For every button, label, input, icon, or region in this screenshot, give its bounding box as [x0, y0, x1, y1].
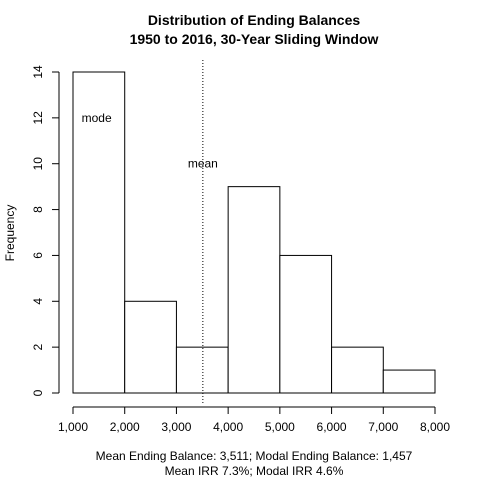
annotations-group: mode mean: [82, 111, 218, 171]
x-tick-label-1000: 1,000: [58, 420, 88, 434]
x-tick-label-3000: 3,000: [161, 420, 191, 434]
histogram-bar-2: [124, 300, 177, 394]
x-tick-label-5000: 5,000: [265, 420, 295, 434]
y-tick-label-12: 12: [31, 111, 45, 125]
y-tick-label-8: 8: [31, 206, 45, 213]
y-tick-label-0: 0: [31, 389, 45, 396]
chart-subtitle-line-1: Mean Ending Balance: 3,511; Modal Ending…: [96, 449, 413, 463]
annotation-mean: mean: [188, 157, 218, 171]
chart-title-line-2: 1950 to 2016, 30-Year Sliding Window: [130, 31, 379, 47]
histogram-bar-3: [175, 346, 229, 394]
y-tick-label-10: 10: [31, 157, 45, 171]
x-tick-label-6000: 6,000: [317, 420, 347, 434]
histogram-bar-1: [72, 71, 126, 394]
histogram-bar-5: [279, 254, 333, 394]
y-axis: 0 2 4 6 8 10 12 14: [31, 65, 60, 396]
x-tick-label-2000: 2,000: [110, 420, 140, 434]
x-tick-label-7000: 7,000: [368, 420, 398, 434]
y-tick-label-2: 2: [31, 343, 45, 350]
histogram-bar-7: [382, 369, 436, 394]
bars-group: [72, 71, 436, 394]
y-tick-label-14: 14: [31, 65, 45, 79]
y-tick-label-4: 4: [31, 298, 45, 305]
chart-subtitle-line-2: Mean IRR 7.3%; Modal IRR 4.6%: [165, 464, 344, 478]
y-axis-label: Frequency: [3, 205, 17, 262]
x-tick-label-8000: 8,000: [420, 420, 450, 434]
y-tick-label-6: 6: [31, 252, 45, 259]
annotation-mode: mode: [82, 111, 112, 125]
x-axis: 1,000 2,000 3,000 4,000 5,000 6,000 7,000 8,000: [58, 406, 450, 434]
chart-title-line-1: Distribution of Ending Balances: [148, 12, 361, 28]
histogram-bar-6: [331, 346, 384, 394]
histogram-bar-4: [227, 186, 281, 394]
x-tick-label-4000: 4,000: [213, 420, 243, 434]
